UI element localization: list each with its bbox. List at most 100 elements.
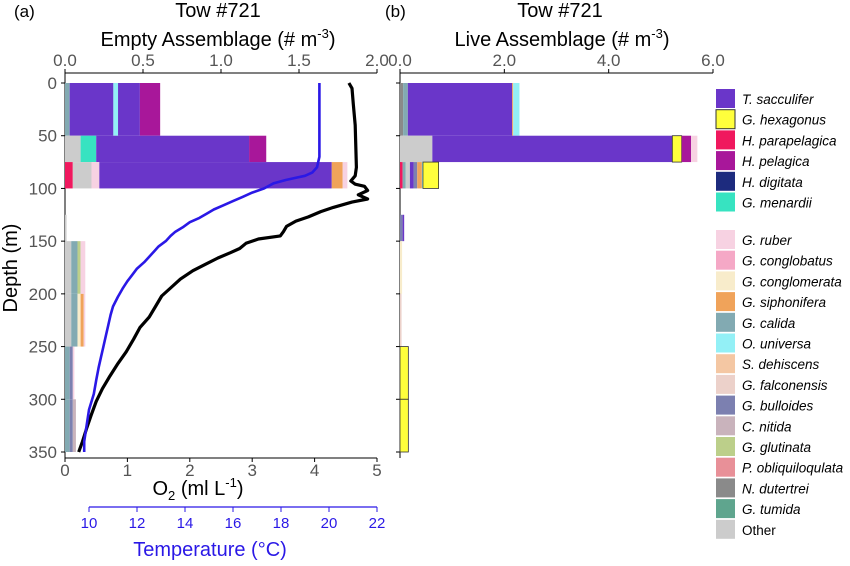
panel-a-bar-segment: [65, 135, 81, 163]
legend-label: Other: [742, 523, 776, 538]
legend-swatch: [716, 292, 735, 312]
legend-swatch: [716, 312, 735, 332]
legend-swatch: [716, 250, 735, 270]
legend-swatch: [716, 192, 735, 212]
legend-swatch: [716, 395, 735, 415]
legend-label: H. pelagica: [742, 154, 810, 169]
panel-b-top-tick-label: 6.0: [701, 51, 725, 70]
legend-label: H. digitata: [742, 175, 803, 190]
panel-b-bar-segment: [513, 83, 520, 136]
panel-a-bar-segment: [249, 135, 267, 163]
panel-a-bar-segment: [69, 83, 114, 136]
y-tick-label: 250: [29, 338, 57, 357]
panel-a-bar-segment: [342, 162, 348, 189]
legend-swatch: [716, 437, 735, 456]
panel-b-bar-segment: [399, 346, 409, 400]
temperature-tick-label: 18: [273, 515, 290, 532]
panel-b-subtitle-sup: -3: [651, 26, 663, 41]
o2-tick-label: 3: [247, 461, 256, 480]
panel-a-subtitle: Empty Assemblage (# m-3): [101, 26, 336, 51]
panel-b-subtitle: Live Assemblage (# m-3): [455, 26, 670, 51]
panel-b-bar-segment: [402, 214, 405, 242]
x-bottom-label-close: ): [237, 478, 244, 500]
panel-a-top-tick-label: 1.0: [209, 51, 233, 70]
y-tick-label: 0: [48, 74, 57, 93]
legend-swatch: [716, 374, 735, 394]
legend-swatch: [716, 151, 735, 171]
panel-a-bar-segment: [96, 135, 250, 163]
legend-label: G. menardii: [742, 196, 813, 211]
panel-b-bar-segment: [402, 162, 406, 189]
legend-label: P. obliquiloqulata: [742, 461, 844, 476]
panel-b-subtitle-close: ): [663, 29, 670, 51]
y-tick-label: 50: [38, 127, 57, 146]
x-bottom-label-main: O: [152, 478, 168, 500]
panel-a-bar-segment: [72, 399, 76, 452]
panel-b-bar-segment: [409, 162, 414, 189]
panel-a-bar-segment: [65, 241, 72, 294]
panel-b-label: (b): [385, 2, 406, 21]
panel-a-title: Tow #721: [175, 0, 261, 22]
x-bottom-label-sup: -1: [225, 475, 237, 490]
legend-swatch: [716, 416, 735, 436]
legend-label: O. universa: [742, 337, 812, 352]
y-axis-label: Depth (m): [0, 224, 22, 313]
temperature-tick-label: 10: [81, 515, 98, 532]
o2-tick-label: 5: [372, 461, 381, 480]
panel-a-bar-segment: [113, 83, 119, 136]
panel-b-top-tick-label: 2.0: [493, 51, 517, 70]
o2-tick-label: 4: [310, 461, 319, 480]
temperature-tick-label: 16: [225, 515, 242, 532]
o2-tick-label: 1: [123, 461, 132, 480]
legend-label: G. siphonifera: [742, 295, 827, 310]
panel-a-top-tick-label: 0.0: [53, 51, 77, 70]
panel-a-subtitle-text: Empty Assemblage (# m: [101, 29, 318, 51]
panel-a-top-tick-label: 0.5: [131, 51, 155, 70]
legend-label: G. hexagonus: [742, 113, 826, 128]
legend-swatch: [716, 354, 735, 374]
x-bottom-label-sub: 2: [168, 488, 175, 503]
y-tick-label: 300: [29, 390, 57, 409]
panel-a-bar-segment: [72, 346, 75, 400]
panel-b-bar-segment: [422, 161, 440, 189]
legend-swatch: [716, 519, 735, 539]
panel-a-bar-segment: [77, 241, 81, 294]
panel-b-top-tick-label: 0.0: [388, 51, 412, 70]
panel-a-bar-segment: [80, 135, 97, 163]
panel-b-bar-segment: [407, 83, 513, 136]
legend-label: G. glutinata: [742, 440, 812, 455]
panel-a-label: (a): [14, 2, 35, 21]
panel-a-bar-segment: [69, 399, 73, 452]
panel-b-bar-segment: [691, 135, 698, 163]
panel-b-title: Tow #721: [517, 0, 603, 22]
legend-label: T. sacculifer: [742, 92, 814, 107]
panel-a-bar-segment: [80, 293, 84, 347]
y-tick-label: 150: [29, 232, 57, 251]
panel-a-bar-segment: [65, 83, 70, 136]
temperature-tick-label: 20: [321, 515, 338, 532]
y-tick-label: 200: [29, 285, 57, 304]
panel-a-bar-segment: [71, 241, 78, 294]
panel-b-bar-segment: [417, 162, 422, 189]
o2-tick-label: 2: [185, 461, 194, 480]
legend-label: H. parapelagica: [742, 133, 837, 148]
panel-a-bar-segment: [71, 293, 78, 347]
panel-a-bar-segment: [65, 293, 72, 347]
panel-b-subtitle-text: Live Assemblage (# m: [455, 29, 652, 51]
legend-label: G. conglomerata: [742, 274, 842, 289]
panel-a-bar-segment: [69, 346, 73, 400]
panel-a-bar-segment: [118, 83, 140, 136]
legend-label: N. dutertrei: [742, 481, 810, 496]
legend-swatch: [716, 478, 735, 498]
panel-a-bar-segment: [65, 399, 70, 452]
panel-a-bar-segment: [99, 162, 332, 189]
panel-b-bar-segment: [400, 83, 404, 136]
temperature-axis-label: Temperature (°C): [133, 539, 287, 561]
panel-a-subtitle-close: ): [329, 29, 336, 51]
panel-b-bar-segment: [413, 162, 418, 189]
panel-b-bar-segment: [421, 162, 423, 189]
oxygen-profile-line: [77, 82, 370, 453]
panel-a-bar-segment: [77, 293, 81, 347]
